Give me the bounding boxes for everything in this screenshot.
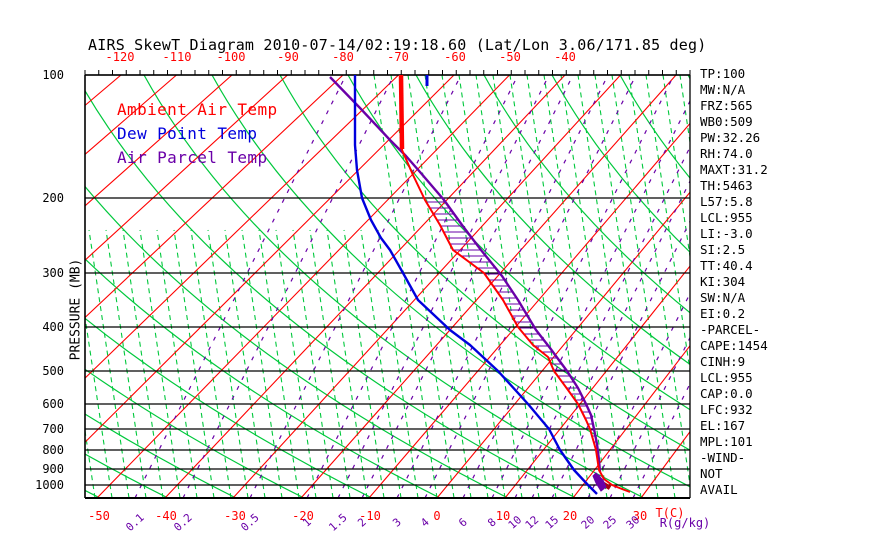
stat-line: LCL:955 xyxy=(700,210,753,225)
pressure-tick-300: 300 xyxy=(42,266,64,280)
bottom-temp-tick--30: -30 xyxy=(224,509,246,523)
stat-line: CAP:0.0 xyxy=(700,386,753,401)
stat-line: AVAIL xyxy=(700,482,738,497)
stat-line: CINH:9 xyxy=(700,354,746,369)
pressure-tick-700: 700 xyxy=(42,422,64,436)
top-temp-tick--100: -100 xyxy=(216,50,246,64)
stat-line: LCL:955 xyxy=(700,370,753,385)
bottom-temp-tick--10: -10 xyxy=(359,509,381,523)
legend-ambient-air-temp: Ambient Air Temp xyxy=(117,100,278,119)
top-temp-tick--120: -120 xyxy=(105,50,135,64)
pressure-tick-200: 200 xyxy=(42,191,64,205)
bottom-temp-tick--50: -50 xyxy=(88,509,110,523)
top-temp-tick--80: -80 xyxy=(332,50,354,64)
mixing-ratio-unit-label: R(g/kg) xyxy=(659,516,711,530)
stat-line: NOT xyxy=(700,466,723,481)
stat-line: WB0:509 xyxy=(700,114,753,129)
bottom-temp-tick--40: -40 xyxy=(155,509,177,523)
stat-line: SI:2.5 xyxy=(700,242,746,257)
top-temp-tick--110: -110 xyxy=(162,50,192,64)
top-temp-tick--50: -50 xyxy=(499,50,521,64)
bottom-temp-tick-10: 10 xyxy=(495,509,511,523)
stat-line: -PARCEL- xyxy=(700,322,761,337)
pressure-tick-900: 900 xyxy=(42,462,64,476)
stat-line: MPL:101 xyxy=(700,434,753,449)
stat-line: LFC:932 xyxy=(700,402,753,417)
bottom-temp-tick-20: 20 xyxy=(562,509,578,523)
stat-line: LI:-3.0 xyxy=(700,226,753,241)
pressure-tick-600: 600 xyxy=(42,397,64,411)
bottom-temp-tick-0: 0 xyxy=(433,509,441,523)
top-temp-tick--40: -40 xyxy=(554,50,576,64)
pressure-tick-1000: 1000 xyxy=(35,478,64,492)
stat-line: TH:5463 xyxy=(700,178,753,193)
stat-line: FRZ:565 xyxy=(700,98,753,113)
pressure-tick-800: 800 xyxy=(42,443,64,457)
pressure-tick-400: 400 xyxy=(42,320,64,334)
temp-unit-label: T(C) xyxy=(655,506,685,520)
stat-line: EL:167 xyxy=(700,418,746,433)
stat-line: PW:32.26 xyxy=(700,130,761,145)
stat-line: TT:40.4 xyxy=(700,258,753,273)
bottom-temp-tick-30: 30 xyxy=(632,509,648,523)
pressure-tick-100: 100 xyxy=(42,68,64,82)
stats-panel: TP:100 MW:N/A FRZ:565 WB0:509 PW:32.26 RH:74.… xyxy=(700,66,810,498)
legend-air-parcel-temp: Air Parcel Temp xyxy=(117,148,268,167)
legend-dew-point-temp: Dew Point Temp xyxy=(117,124,258,143)
stat-line: EI:0.2 xyxy=(700,306,746,321)
top-temp-tick--90: -90 xyxy=(277,50,299,64)
stat-line: CAPE:1454 xyxy=(700,338,768,353)
top-temp-tick--60: -60 xyxy=(444,50,466,64)
page-title: AIRS SkewT Diagram 2010-07-14/02:19:18.6… xyxy=(88,36,707,54)
bottom-temp-tick--20: -20 xyxy=(292,509,314,523)
stat-line: MAXT:31.2 xyxy=(700,162,768,177)
stat-line: -WIND- xyxy=(700,450,746,465)
pressure-tick-500: 500 xyxy=(42,364,64,378)
stat-line: RH:74.0 xyxy=(700,146,753,161)
stat-line: KI:304 xyxy=(700,274,746,289)
stat-line: MW:N/A xyxy=(700,82,746,97)
stat-line: TP:100 xyxy=(700,66,746,81)
stat-line: SW:N/A xyxy=(700,290,746,305)
top-temp-tick--70: -70 xyxy=(387,50,409,64)
stat-line: L57:5.8 xyxy=(700,194,753,209)
